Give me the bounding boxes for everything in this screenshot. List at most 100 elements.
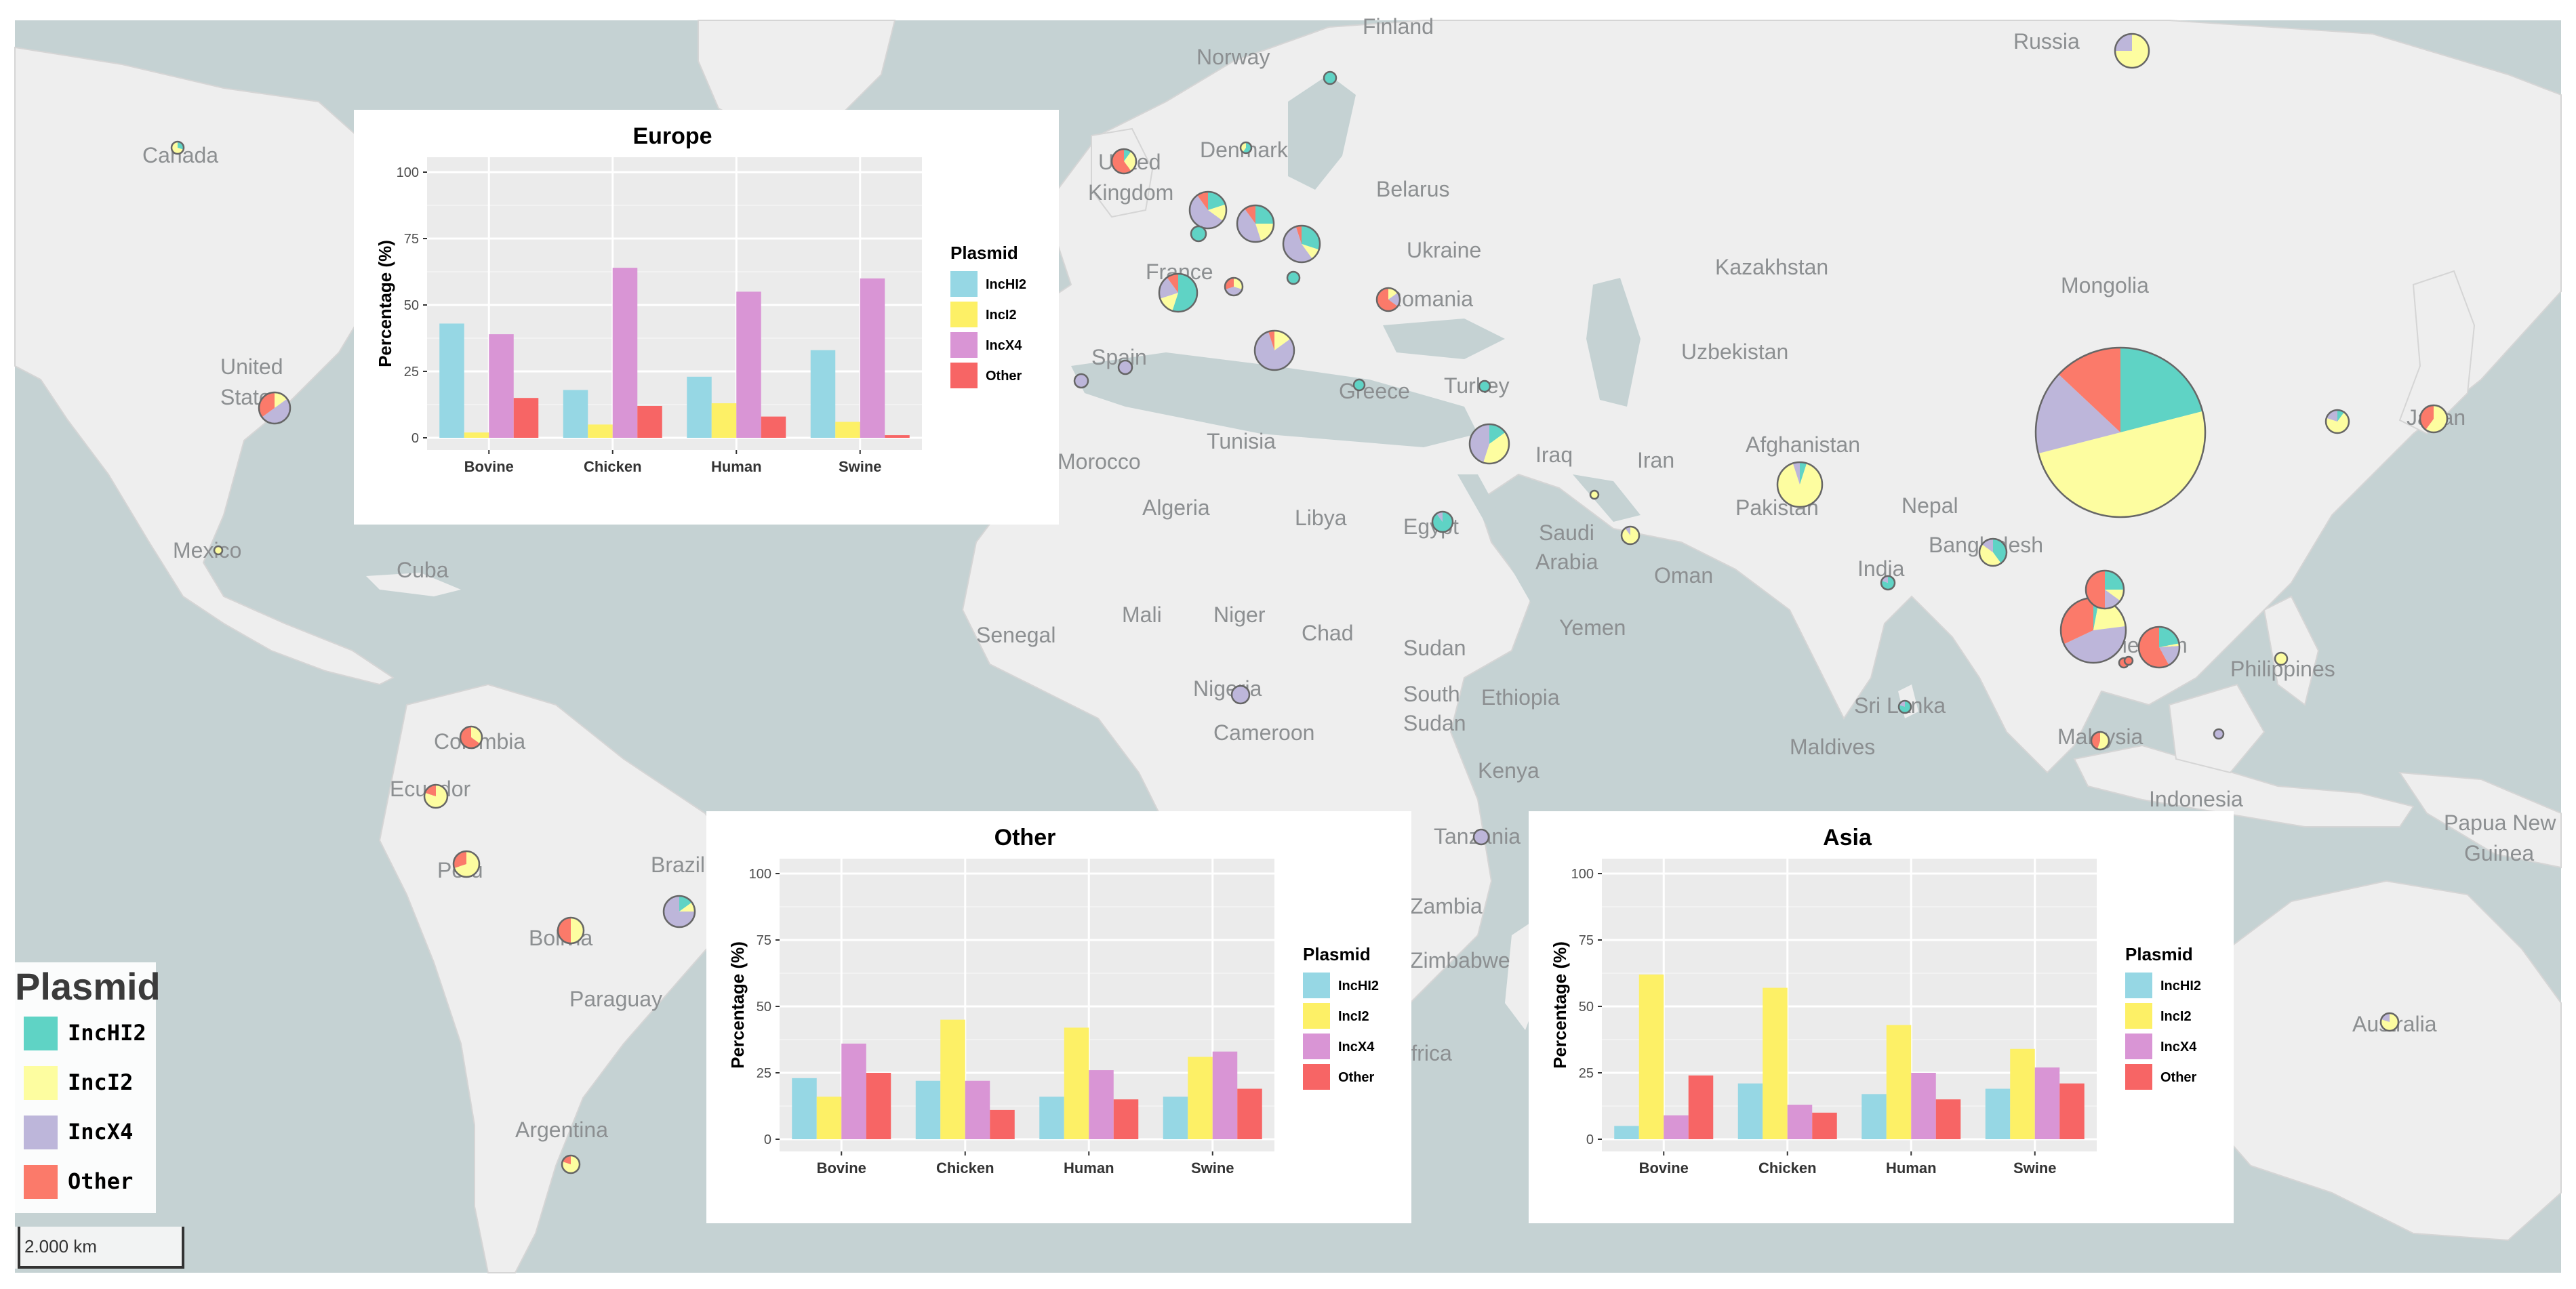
map-label-zimbabwe: Zimbabwe	[1410, 948, 1510, 973]
map-label-afghanistan: Afghanistan	[1746, 432, 1860, 457]
map-label-zambia: Zambia	[1410, 894, 1483, 918]
pie-netherlands	[1188, 190, 1228, 230]
pie-outline	[2090, 731, 2110, 751]
bar-inchi2-chicken	[1737, 1083, 1763, 1139]
pie-slice	[2086, 571, 2105, 609]
pie-outline	[1230, 684, 1251, 705]
pie-belgium	[1190, 225, 1207, 243]
pie-slice	[1993, 539, 2007, 564]
pie-slice	[1479, 381, 1490, 392]
pie-slice	[1224, 278, 1234, 290]
pie-slice	[2105, 571, 2124, 590]
chart-legend-label: IncHI2	[1338, 979, 1379, 994]
pie-slice	[1124, 151, 1136, 171]
chart-legend-title: Plasmid	[2125, 944, 2193, 964]
pie-outline	[1282, 224, 1321, 264]
legend-label: IncI2	[68, 1069, 133, 1095]
map-label-argentina: Argentina	[515, 1118, 608, 1142]
pie-slice	[1236, 209, 1262, 243]
pie-slice	[1190, 195, 1223, 228]
chart-legend-label: Other	[986, 369, 1022, 384]
y-tick-label: 100	[749, 867, 771, 882]
chart-legend-label: IncI2	[2160, 1009, 2192, 1024]
pie-switzerland	[1224, 277, 1244, 297]
bar-inci2-bovine	[464, 432, 489, 438]
pie-slice	[1302, 244, 1319, 259]
bar-inci2-chicken	[1763, 987, 1788, 1139]
pie-slice	[1172, 274, 1197, 312]
y-axis-label: Percentage (%)	[727, 941, 748, 1069]
pie-slice	[1255, 331, 1295, 371]
bar-inci2-chicken	[940, 1019, 965, 1139]
map-label-saudi-arabia-2: Arabia	[1535, 550, 1598, 574]
asia-chart-panel: Asia 0 25 50 75 100 Percentage (%) Bovine Chicke…	[1529, 811, 2234, 1223]
pie-slice	[1436, 512, 1443, 522]
pie-outline	[2213, 728, 2225, 740]
pie-cambodia	[2123, 655, 2134, 666]
pie-slice	[1197, 192, 1208, 210]
x-tick-label: Chicken	[936, 1160, 994, 1177]
pie-slice	[2064, 626, 2126, 663]
map-label-norway: Norway	[1196, 45, 1270, 69]
chart-legend-label: Other	[2160, 1070, 2197, 1085]
bar-other-swine	[2059, 1083, 2085, 1139]
bar-inchi2-human	[687, 376, 712, 438]
persian-gulf	[1573, 474, 1641, 522]
pie-slice	[2159, 643, 2179, 647]
map-label-senegal: Senegal	[976, 623, 1055, 647]
bar-inchi2-swine	[1163, 1097, 1188, 1139]
legend-item-incx4: IncX4	[24, 1116, 133, 1149]
pie-slice	[1376, 288, 1398, 311]
pie-outline	[1431, 510, 1454, 533]
legend-item-inchi2: IncHI2	[24, 1017, 146, 1050]
pie-slice	[1470, 424, 1489, 463]
pie-outline	[2325, 409, 2350, 434]
map-label-iraq: Iraq	[1535, 443, 1573, 467]
legend-title: Plasmid	[15, 965, 161, 1008]
map-label-kenya: Kenya	[1478, 758, 1539, 783]
bar-incx4-human	[1089, 1070, 1114, 1139]
pie-outline	[1468, 423, 1510, 465]
y-axis-label: Percentage (%)	[375, 240, 395, 367]
pie-hungary	[1286, 270, 1301, 285]
pie-slice	[2058, 348, 2120, 432]
chart-legend-label: IncI2	[986, 308, 1017, 323]
black-sea	[1383, 319, 1505, 359]
x-tick-label: Chicken	[1758, 1160, 1817, 1177]
bar-other-bovine	[866, 1073, 891, 1139]
pie-outline	[1880, 575, 1896, 591]
x-tick-label: Human	[1886, 1160, 1937, 1177]
bar-incx4-bovine	[1664, 1115, 1689, 1139]
pie-slice	[1354, 380, 1365, 390]
legend-item-other: Other	[24, 1165, 133, 1199]
bar-inchi2-bovine	[439, 323, 464, 438]
y-tick-label: 75	[1579, 933, 1594, 948]
pie-slice	[1255, 205, 1274, 224]
pie-slice	[2115, 34, 2132, 51]
pie-outline	[1776, 461, 1824, 508]
pie-outline	[459, 725, 483, 750]
bar-other-bovine	[513, 398, 539, 438]
pie-slice	[1483, 432, 1509, 464]
pie-outline	[423, 783, 449, 809]
bar-other-human	[761, 416, 786, 438]
pie-borneo	[2213, 728, 2225, 740]
pie-outline	[561, 1154, 581, 1174]
map-label-russia: Russia	[2013, 29, 2080, 54]
bar-inchi2-chicken	[915, 1080, 941, 1139]
chart-title: Other	[994, 825, 1056, 851]
chart-legend-swatch	[1303, 1064, 1330, 1090]
pie-slice	[2326, 410, 2337, 422]
chart-legend-label: IncHI2	[986, 277, 1026, 292]
chart-legend-swatch	[1303, 1034, 1330, 1059]
pie-slice	[2325, 412, 2349, 433]
pie-slice	[1167, 274, 1178, 293]
x-tick-label: Swine	[839, 458, 882, 475]
pie-outline	[2419, 404, 2449, 434]
pie-poland	[1282, 224, 1321, 264]
pie-outline	[1620, 525, 1641, 546]
bar-inci2-swine	[2010, 1048, 2035, 1139]
pie-slice	[1160, 293, 1178, 311]
map-label-united-states-1: United	[220, 354, 283, 379]
pie-slice	[2120, 348, 2203, 432]
